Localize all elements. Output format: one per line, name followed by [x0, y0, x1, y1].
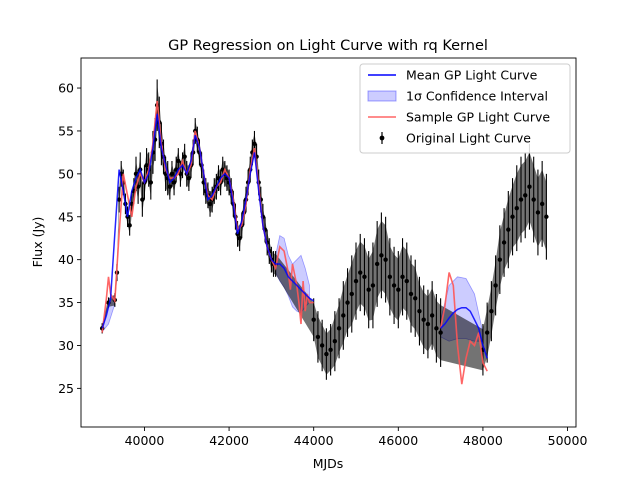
- y-tick-label: 35: [58, 295, 74, 310]
- legend-label: Original Light Curve: [406, 131, 531, 146]
- legend-label: Mean GP Light Curve: [406, 68, 538, 83]
- mean-gp-line-1: [440, 306, 488, 359]
- plot-area: [99, 79, 549, 385]
- y-tick-label: 50: [58, 166, 74, 181]
- sample-gp-line-1: [439, 272, 488, 385]
- legend-label: Sample GP Light Curve: [406, 110, 550, 125]
- axes-frame: [80, 57, 577, 428]
- x-tick-label: 42000: [209, 433, 249, 448]
- plot-clipped-group: [99, 79, 549, 385]
- y-axis-label: Flux (Jy): [30, 217, 45, 268]
- x-tick-label: 46000: [378, 433, 418, 448]
- legend-box: [359, 63, 571, 154]
- legend: Mean GP Light Curve 1σ Confidence Interva…: [359, 63, 571, 154]
- y-tick-label: 30: [58, 338, 74, 353]
- x-axis-label: MJDs: [313, 456, 344, 471]
- legend-swatch-marker: [379, 135, 385, 141]
- x-tick-label: 50000: [548, 433, 588, 448]
- x-tick-label: 44000: [294, 433, 334, 448]
- y-tick-label: 40: [58, 252, 74, 267]
- y-tick-label: 60: [58, 81, 74, 96]
- x-tick-label: 40000: [125, 433, 165, 448]
- y-tick-label: 55: [58, 123, 74, 138]
- chart-title: GP Regression on Light Curve with rq Ker…: [168, 38, 488, 54]
- axis-ticks: 40000 42000 44000 46000 48000 50000 25 30 35 40 45…: [58, 81, 587, 448]
- y-tick-label: 45: [58, 209, 74, 224]
- sample-gp-line-0: [101, 100, 314, 333]
- original-light-curve-series: [99, 79, 549, 380]
- x-tick-label: 48000: [463, 433, 503, 448]
- mean-gp-line-0: [101, 113, 315, 329]
- y-tick-label: 25: [58, 381, 74, 396]
- legend-swatch-patch: [367, 90, 397, 102]
- original-light-curve-density: [102, 84, 547, 375]
- legend-label: 1σ Confidence Interval: [406, 89, 548, 104]
